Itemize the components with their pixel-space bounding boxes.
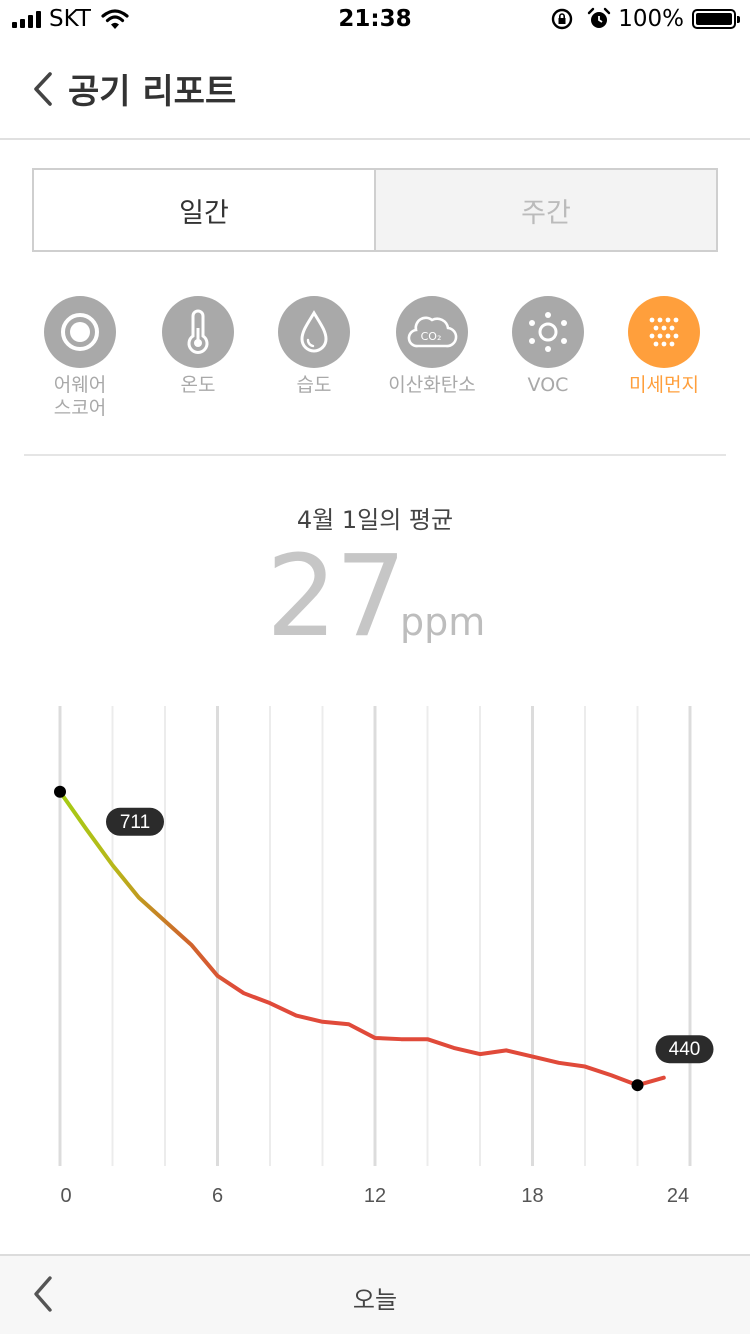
metric-label: 온도 [180,374,216,396]
wifi-icon [101,9,129,29]
metric-awair-score[interactable]: 어웨어 스코어 [22,296,138,420]
svg-text:CO₂: CO₂ [421,330,442,343]
period-tabs: 일간 주간 [32,168,718,252]
metric-selector: 어웨어 스코어 온도 습도 CO₂ 이산화탄소 [22,296,728,426]
value-badge-label: 440 [669,1039,701,1060]
previous-day-button[interactable] [28,1272,58,1316]
value-badge [655,1035,714,1064]
x-tick-label: 12 [364,1185,386,1207]
score-ring-icon [61,313,99,351]
average-unit: ppm [400,600,486,644]
metric-voc[interactable]: VOC [490,296,606,397]
bottom-bar: 오늘 [0,1254,750,1334]
chevron-left-icon [34,72,52,106]
page-title: 공기 리포트 [68,72,237,112]
status-bar: SKT 21:38 100% [0,0,750,40]
daily-line-chart[interactable]: 711 440 0 6 12 18 24 [0,700,750,1220]
droplet-icon [300,310,328,353]
current-day-label: 오늘 [352,1286,398,1314]
average-date-label: 4월 1일의 평균 [296,506,454,534]
value-badge [106,807,164,836]
x-tick-label: 0 [60,1185,71,1207]
tab-weekly[interactable]: 주간 [374,170,716,250]
metric-co2[interactable]: CO₂ 이산화탄소 [374,296,490,397]
metric-fine-dust[interactable]: 미세먼지 [606,296,722,397]
battery-icon [692,9,740,29]
alarm-icon [588,7,611,28]
metric-label: 습도 [296,374,332,396]
chevron-left-icon [34,1276,52,1312]
battery-percent: 100% [618,6,684,32]
x-tick-label: 6 [212,1185,223,1207]
metric-label: 어웨어 스코어 [53,374,107,419]
thermometer-icon [187,309,209,354]
data-point-marker [631,1079,644,1092]
data-point-marker [54,785,66,798]
metric-label: VOC [527,374,569,396]
series-line [58,789,666,1088]
metric-label: 이산화탄소 [388,374,476,396]
section-divider [24,454,726,456]
dust-dots-icon [649,317,679,347]
carrier-name: SKT [49,6,91,32]
header: 공기 리포트 [0,40,750,140]
x-tick-label: 24 [667,1185,689,1207]
rotation-lock-icon [552,8,573,30]
voc-molecule-icon [529,312,567,352]
metric-label: 미세먼지 [629,374,699,396]
tab-daily[interactable]: 일간 [34,170,374,250]
x-tick-label: 18 [521,1185,543,1207]
status-time: 21:38 [338,6,412,32]
signal-icon [12,10,41,28]
metric-humidity[interactable]: 습도 [256,296,372,397]
co2-cloud-icon: CO₂ [407,316,458,348]
value-badge-label: 711 [120,812,150,833]
metric-temperature[interactable]: 온도 [140,296,256,397]
back-button[interactable] [26,66,66,112]
average-value: 27 [266,532,407,662]
